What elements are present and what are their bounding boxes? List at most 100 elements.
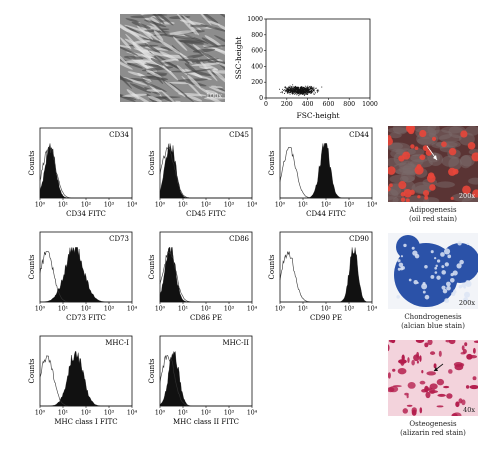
scatter-point xyxy=(286,90,288,92)
scatter-point xyxy=(288,89,290,91)
scatter-point xyxy=(291,91,293,93)
histogram-mhc-i: 10⁰ 10¹ 10² 10³ 10⁴ MHC-I MHC class I FITC Coun… xyxy=(28,335,138,426)
scatter-point xyxy=(282,92,283,94)
histogram-grid: 10⁰ 10¹ 10² 10³ 10⁴ CD34 CD34 FITC Counts 10⁰ 10¹… xyxy=(28,127,378,426)
histogram-x-tick-label: 10¹ xyxy=(178,306,188,313)
scatter-point xyxy=(307,87,309,89)
scatter-point xyxy=(283,90,285,91)
scatter-y-tick-label: 200 xyxy=(251,79,263,86)
histogram-x-tick-label: 10⁴ xyxy=(127,306,138,313)
scatter-point xyxy=(300,93,302,95)
scatter-point xyxy=(302,88,304,90)
scatter-point xyxy=(301,87,303,89)
scatter-point xyxy=(299,88,301,89)
histogram-x-tick-label: 10¹ xyxy=(178,410,188,417)
histogram-x-tick-label: 10² xyxy=(201,202,212,209)
scatter-point xyxy=(304,91,306,93)
histogram-x-tick-label: 10¹ xyxy=(178,202,188,209)
histogram-x-label: CD34 FITC xyxy=(66,210,106,218)
osteogenesis-image: 40x xyxy=(388,340,478,416)
histogram-y-label: Counts xyxy=(28,358,36,383)
scatter-point xyxy=(290,86,292,87)
scatter-point xyxy=(295,88,296,90)
scatter-point xyxy=(304,92,306,94)
scatter-point xyxy=(313,93,315,95)
scatter-point xyxy=(294,87,295,88)
scatter-point xyxy=(293,91,295,93)
scatter-x-tick-label: 800 xyxy=(343,101,355,108)
histogram-marker-label: CD45 xyxy=(229,131,249,139)
scatter-point xyxy=(300,91,301,93)
histogram-x-tick-label: 10⁴ xyxy=(127,410,138,417)
scatter-point xyxy=(306,90,307,91)
scatter-point xyxy=(286,88,288,90)
scatter-point xyxy=(310,86,312,88)
histogram-cd34: 10⁰ 10¹ 10² 10³ 10⁴ CD34 CD34 FITC Counts xyxy=(28,127,138,218)
scatter-point xyxy=(294,89,296,91)
scatter-y-label: SSC-height xyxy=(234,37,243,80)
scatter-point xyxy=(306,86,308,88)
scatter-point xyxy=(293,92,295,93)
scatter-point xyxy=(300,86,302,88)
adipogenesis-label: Adipogenesis xyxy=(409,206,457,214)
scatter-point xyxy=(297,90,298,92)
scatter-point xyxy=(316,90,318,92)
scatter-point xyxy=(298,87,300,89)
scatter-point xyxy=(301,90,302,91)
scatter-y-tick-label: 800 xyxy=(251,32,263,39)
scatter-point xyxy=(297,87,299,89)
scatter-point xyxy=(292,87,294,89)
scatter-x-tick-label: 400 xyxy=(302,101,314,108)
scatter-point xyxy=(303,95,305,96)
scatter-point xyxy=(292,92,293,94)
scatter-point xyxy=(303,91,305,93)
scatter-point xyxy=(289,89,290,91)
scatter-point xyxy=(293,89,295,91)
scatter-point xyxy=(310,92,312,94)
histogram-x-tick-label: 10⁴ xyxy=(127,202,138,209)
scatter-point xyxy=(313,88,315,90)
scatter-point xyxy=(287,88,289,90)
scatter-point xyxy=(311,88,313,90)
scatter-point xyxy=(297,88,299,90)
histogram-y-label: Counts xyxy=(148,358,156,383)
scatter-point xyxy=(313,90,314,91)
histogram-x-tick-label: 10³ xyxy=(104,410,115,417)
scatter-point xyxy=(288,92,290,93)
osteogenesis-label: Osteogenesis xyxy=(409,420,457,428)
scatter-points xyxy=(279,84,323,97)
scatter-point xyxy=(301,90,303,91)
scatter-point xyxy=(311,91,313,93)
scatter-point xyxy=(308,89,310,90)
histogram-x-tick-label: 10² xyxy=(321,202,332,209)
scatter-point xyxy=(303,93,305,95)
scatter-point xyxy=(305,89,307,91)
scatter-y-tick-label: 0 xyxy=(259,95,263,102)
histogram-x-tick-label: 10² xyxy=(81,202,92,209)
scatter-point xyxy=(291,92,293,94)
scatter-point xyxy=(280,92,282,93)
histogram-x-tick-label: 10² xyxy=(321,306,332,313)
scatter-y-tick-label: 400 xyxy=(251,63,263,70)
scatter-point xyxy=(286,89,288,91)
scatter-point xyxy=(295,92,296,94)
scatter-point xyxy=(307,89,309,91)
scatter-point xyxy=(298,86,299,88)
scatter-point xyxy=(299,90,301,92)
scatter-point xyxy=(279,88,280,90)
scatter-point xyxy=(303,88,305,89)
scatter-point xyxy=(307,87,308,88)
scatter-point xyxy=(298,91,300,92)
scatter-point xyxy=(313,93,315,95)
scatter-point xyxy=(317,89,319,91)
scatter-point xyxy=(302,90,304,92)
scatter-point xyxy=(296,86,298,88)
scatter-point xyxy=(308,92,310,94)
chondrogenesis-stain: (alcian blue stain) xyxy=(401,321,465,330)
histogram-y-label: Counts xyxy=(268,150,276,175)
osteogenesis-caption: Osteogenesis (alizarin red stain) xyxy=(378,420,488,437)
scatter-x-tick-label: 600 xyxy=(322,101,334,108)
scatter-point xyxy=(303,88,305,90)
scatter-point xyxy=(309,86,310,88)
histogram-marker-label: MHC-I xyxy=(105,339,129,347)
